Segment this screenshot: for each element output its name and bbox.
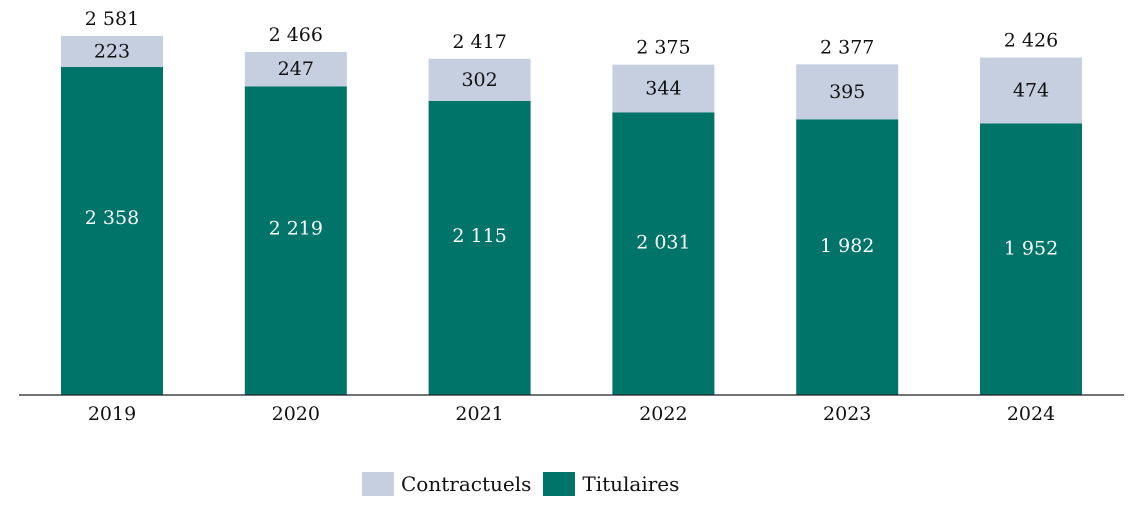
x-tick-label-2020: 2020 xyxy=(272,403,320,425)
data-label-total-2024: 2 426 xyxy=(1004,30,1058,52)
data-label-contractuels-2023: 395 xyxy=(829,81,865,103)
bar-contractuels-2022 xyxy=(612,64,715,113)
bar-titulaires-2023 xyxy=(796,119,899,396)
stacked-bar-chart: 2 358 223 2 581 2019 2 219 247 2 466 2020 2 115 3… xyxy=(19,8,1124,425)
bar-contractuels-2023 xyxy=(796,64,899,120)
data-label-contractuels-2020: 247 xyxy=(278,58,314,80)
data-label-total-2021: 2 417 xyxy=(452,31,506,53)
data-label-titulaires-2022: 2 031 xyxy=(636,231,690,253)
legend-swatch-contractuels xyxy=(362,472,394,496)
bar-titulaires-2022 xyxy=(612,112,715,396)
data-label-total-2019: 2 581 xyxy=(85,8,139,30)
data-label-total-2020: 2 466 xyxy=(269,24,323,46)
data-label-titulaires-2021: 2 115 xyxy=(452,225,506,247)
bar-contractuels-2020 xyxy=(244,51,347,87)
data-label-total-2022: 2 375 xyxy=(636,37,690,59)
data-label-contractuels-2022: 344 xyxy=(645,78,681,100)
legend-item-contractuels: Contractuels xyxy=(362,472,531,496)
bar-titulaires-2021 xyxy=(428,100,531,396)
x-tick-label-2021: 2021 xyxy=(455,403,503,425)
data-label-contractuels-2021: 302 xyxy=(461,69,497,91)
bar-titulaires-2024 xyxy=(980,123,1082,395)
bar-contractuels-2021 xyxy=(428,58,531,101)
bar-titulaires-2020 xyxy=(244,86,347,395)
x-tick-label-2023: 2023 xyxy=(823,403,871,425)
x-tick-label-2019: 2019 xyxy=(88,403,136,425)
data-label-contractuels-2019: 223 xyxy=(94,41,130,63)
legend-item-titulaires: Titulaires xyxy=(543,472,679,496)
legend: Contractuels Titulaires xyxy=(362,472,691,496)
bar-contractuels-2024 xyxy=(980,57,1082,124)
data-label-total-2023: 2 377 xyxy=(820,36,874,58)
data-label-titulaires-2024: 1 952 xyxy=(1004,237,1058,259)
legend-label-titulaires: Titulaires xyxy=(582,472,680,496)
legend-swatch-titulaires xyxy=(543,472,576,496)
data-label-contractuels-2024: 474 xyxy=(1013,80,1049,102)
data-label-titulaires-2019: 2 358 xyxy=(85,207,139,229)
data-label-titulaires-2020: 2 219 xyxy=(269,217,323,239)
bar-titulaires-2019 xyxy=(61,67,163,395)
data-label-titulaires-2023: 1 982 xyxy=(820,235,874,257)
x-tick-label-2024: 2024 xyxy=(1007,403,1055,425)
bar-contractuels-2019 xyxy=(61,36,163,68)
x-tick-label-2022: 2022 xyxy=(639,403,687,425)
legend-label-contractuels: Contractuels xyxy=(401,472,532,496)
